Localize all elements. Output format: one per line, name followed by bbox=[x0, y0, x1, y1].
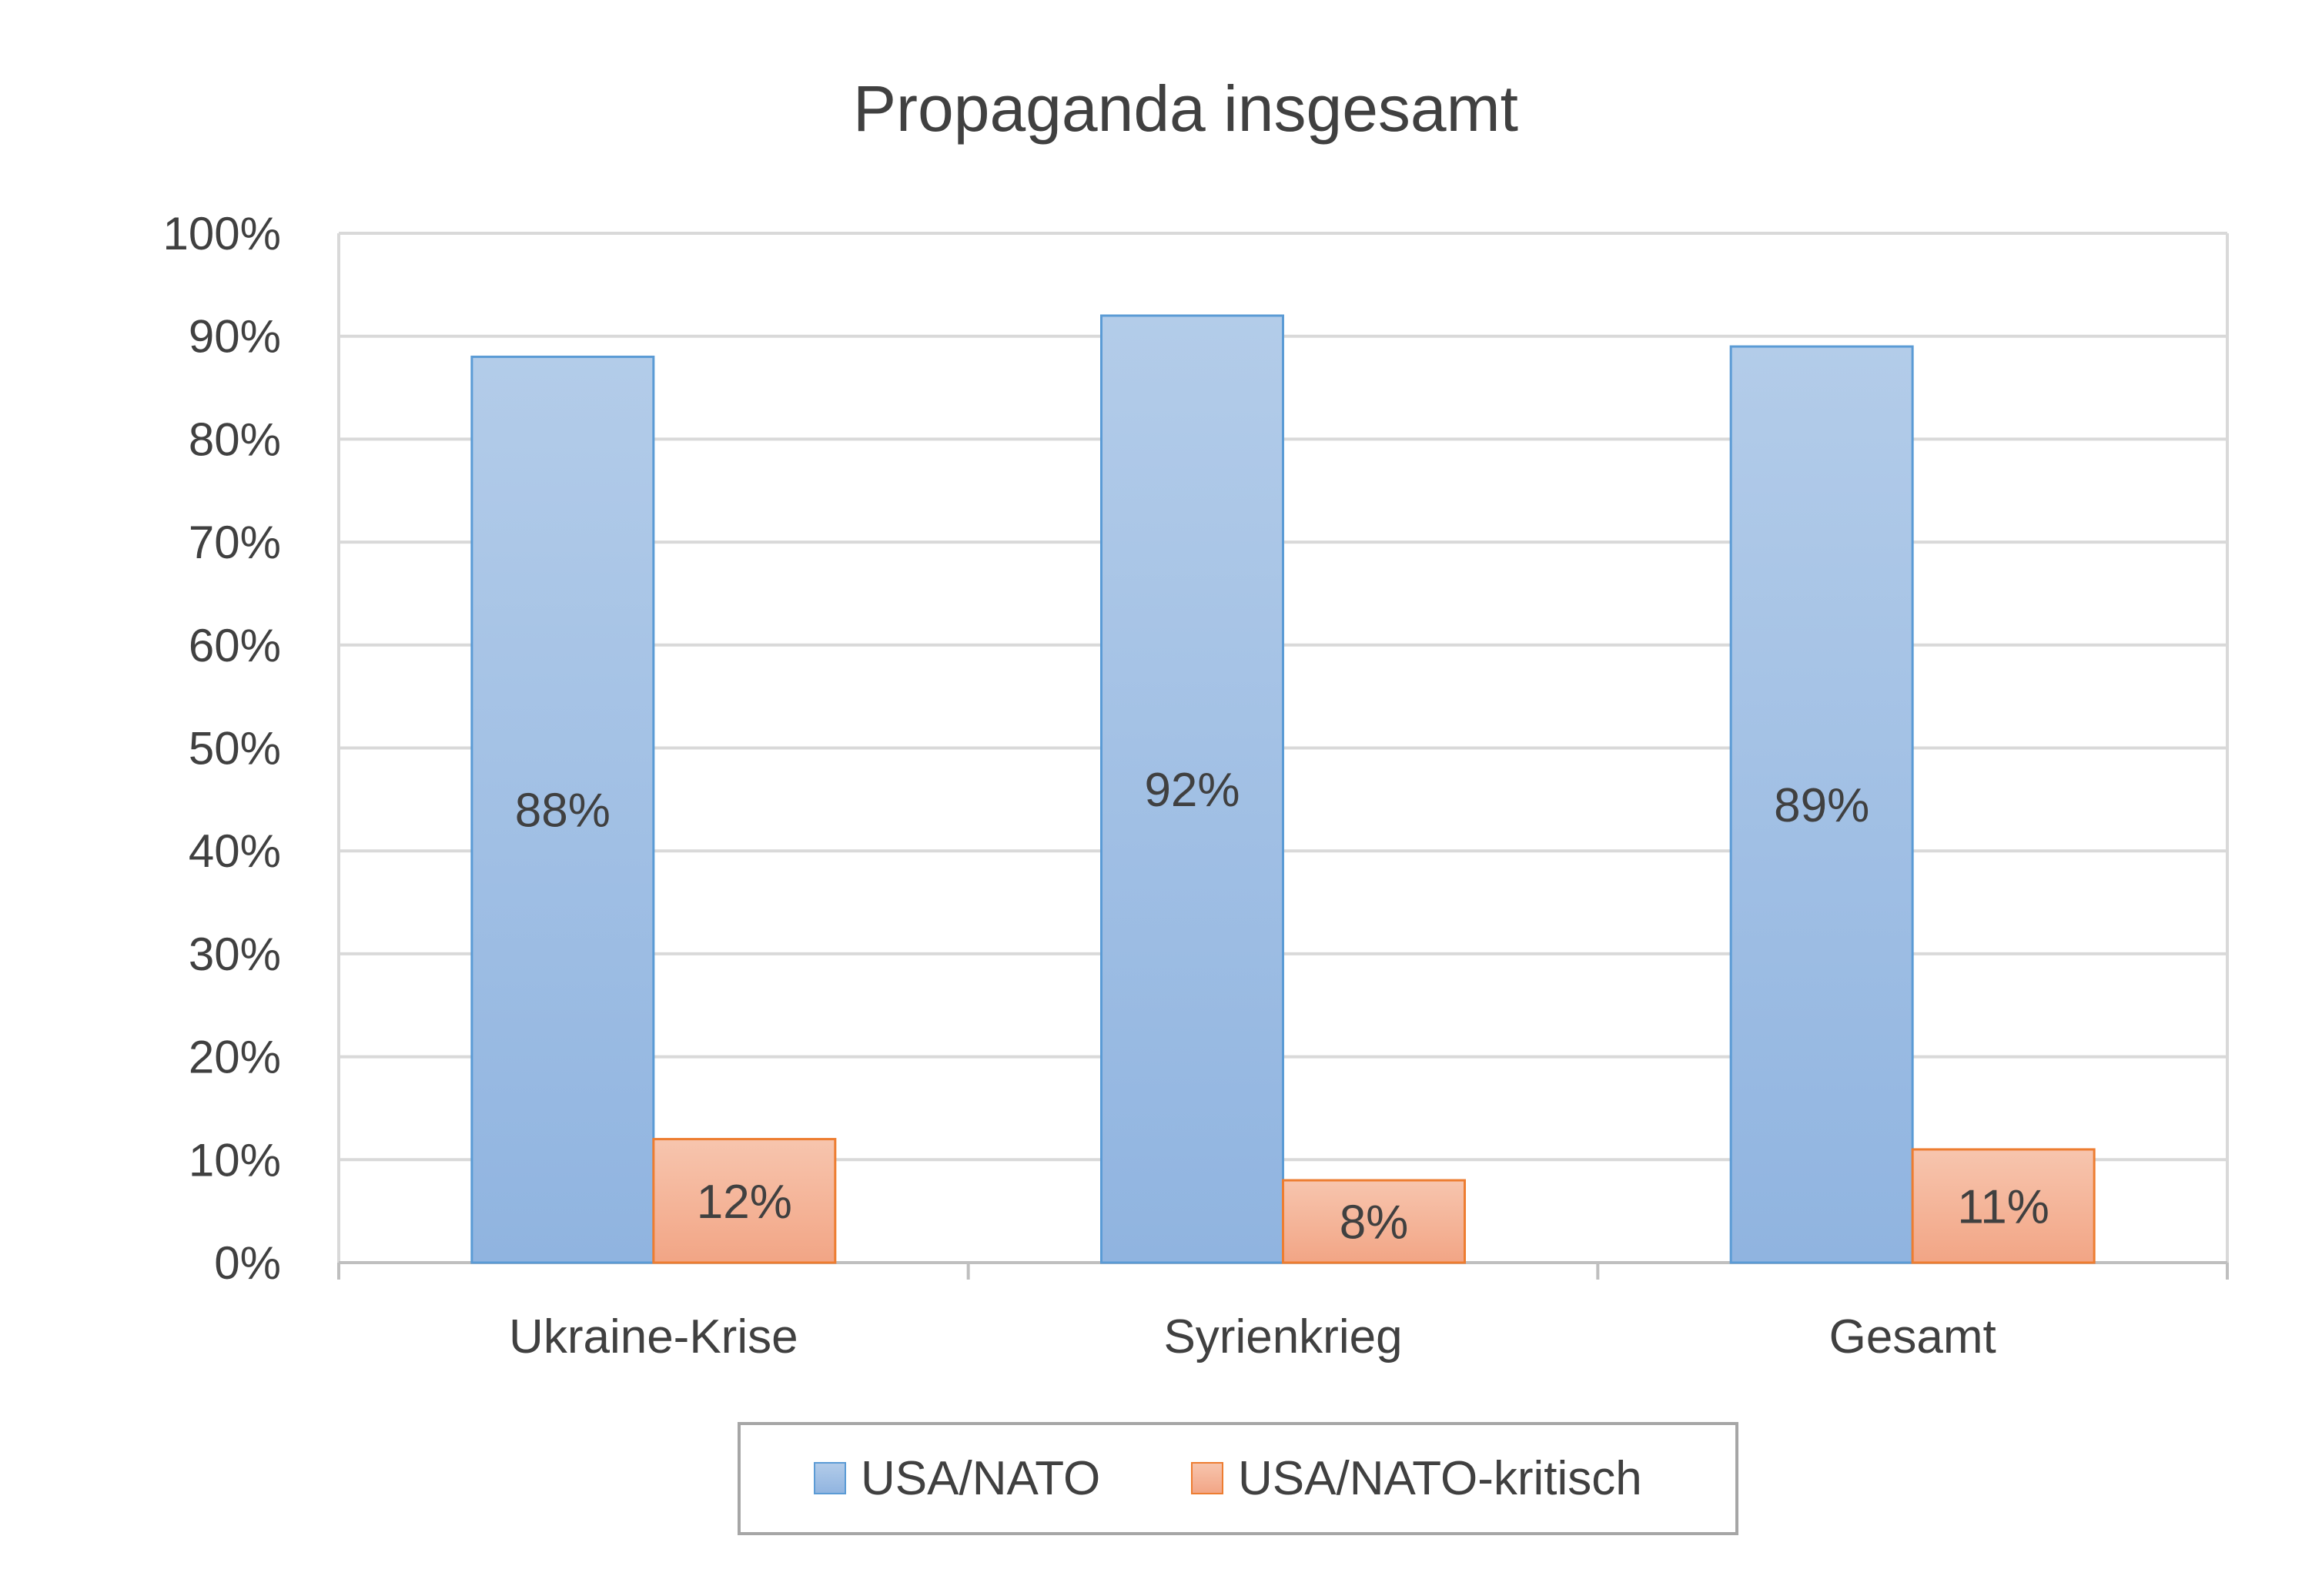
x-category-label: Syrienkrieg bbox=[1163, 1310, 1402, 1363]
data-label-usa-nato-ukraine-krise: 88% bbox=[515, 785, 611, 838]
y-tick-label: 20% bbox=[189, 1032, 281, 1083]
y-tick-label: 70% bbox=[189, 517, 281, 568]
data-label-usa-nato-gesamt: 89% bbox=[1774, 779, 1869, 832]
y-tick-label: 100% bbox=[163, 208, 281, 259]
chart-title: Propaganda insgesamt bbox=[853, 72, 1518, 145]
x-axis-categories: Ukraine-Krise Syrienkrieg Gesamt bbox=[509, 1310, 1996, 1363]
bars bbox=[470, 314, 2096, 1264]
bar-usa-nato-syrienkrieg bbox=[1100, 314, 1284, 1264]
legend-swatch-usa-nato bbox=[814, 1462, 846, 1494]
bar-usa-nato-kritisch-syrienkrieg bbox=[1282, 1179, 1466, 1264]
data-label-usa-nato-kritisch-gesamt: 11% bbox=[1957, 1180, 2049, 1233]
legend-box bbox=[738, 1422, 1738, 1535]
y-axis-ticks: 0% 10% 20% 30% 40% 50% 60% 70% 80% 90% 100% bbox=[163, 208, 281, 1289]
y-tick-label: 0% bbox=[214, 1237, 281, 1289]
y-tick-label: 90% bbox=[189, 311, 281, 363]
y-tick-label: 60% bbox=[189, 620, 281, 671]
bar-usa-nato-kritisch-ukraine-krise bbox=[652, 1138, 837, 1264]
data-label-usa-nato-syrienkrieg: 92% bbox=[1144, 764, 1240, 817]
data-label-usa-nato-kritisch-ukraine-krise: 12% bbox=[697, 1176, 792, 1229]
y-tick-label: 50% bbox=[189, 723, 281, 775]
data-label-usa-nato-kritisch-syrienkrieg: 8% bbox=[1340, 1196, 1409, 1250]
data-labels: 88% 12% 92% 8% 89% 11% bbox=[515, 764, 2049, 1250]
legend-swatch-usa-nato-kritisch bbox=[1191, 1462, 1223, 1494]
y-tick-label: 10% bbox=[189, 1134, 281, 1186]
legend-label-usa-nato-kritisch: USA/NATO-kritisch bbox=[1238, 1452, 1642, 1505]
y-tick-label: 30% bbox=[189, 928, 281, 980]
bar-usa-nato-ukraine-krise bbox=[470, 355, 655, 1264]
y-tick-label: 40% bbox=[189, 825, 281, 877]
x-category-label: Gesamt bbox=[1829, 1310, 1996, 1363]
y-tick-label: 80% bbox=[189, 413, 281, 465]
legend-label-usa-nato: USA/NATO bbox=[861, 1452, 1100, 1505]
x-axis bbox=[337, 1261, 2229, 1280]
bar-usa-nato-gesamt bbox=[1729, 345, 1914, 1264]
x-category-label: Ukraine-Krise bbox=[509, 1310, 798, 1363]
legend: USA/NATO USA/NATO-kritisch bbox=[738, 1422, 1738, 1535]
bar-usa-nato-kritisch-gesamt bbox=[1911, 1148, 2096, 1264]
